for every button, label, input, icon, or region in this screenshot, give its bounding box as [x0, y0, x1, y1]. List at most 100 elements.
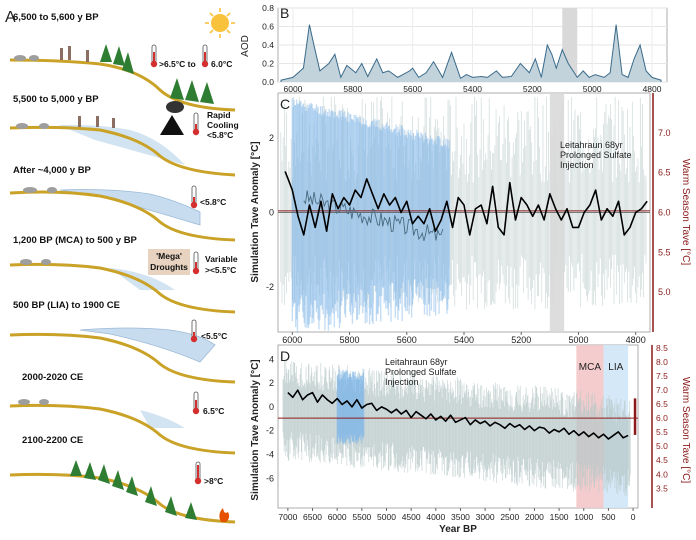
x-tick-label: 6000: [284, 84, 303, 94]
stage-4-temp: ><5.5°C: [205, 265, 236, 275]
x-tick-label: 4500: [402, 512, 421, 522]
x-tick-label: 6000: [328, 512, 347, 522]
panel-a-letter: A: [5, 9, 16, 26]
x-tick-label: 7000: [278, 512, 297, 522]
y2-tick-label: 8.5: [656, 343, 668, 353]
y2-tick-label: 5.5: [656, 427, 668, 437]
x-axis-label: Year BP: [439, 524, 477, 535]
y-tick-label: 2: [269, 378, 274, 388]
y2-tick-label: 6.5: [658, 168, 671, 178]
y-tick-label: 0.0: [262, 77, 274, 87]
x-tick-label: 1500: [550, 512, 569, 522]
aod-line: [280, 24, 662, 82]
aod-area: [280, 24, 662, 82]
x-tick-label: 6000: [282, 335, 302, 345]
annotation-line-3: Injection: [385, 377, 419, 387]
x-tick-label: 5500: [352, 512, 371, 522]
sun-icon: [205, 8, 235, 38]
smoothed-line: [287, 389, 629, 440]
x-tick-label: 5800: [340, 335, 360, 345]
panel-b-letter: B: [280, 5, 289, 21]
thermometer-icon: [190, 319, 198, 343]
panel-c-letter: C: [280, 96, 290, 112]
y-tick-label: 0.4: [262, 40, 274, 50]
y2-tick-label: 5.0: [658, 287, 671, 297]
y-tick-label: 0.6: [262, 22, 274, 32]
stage-5-title: 500 BP (LIA) to 1900 CE: [13, 300, 120, 311]
x-tick-label: 5400: [454, 335, 474, 345]
y-tick-label: -4: [266, 449, 274, 459]
thermometer-icon: [190, 185, 198, 209]
y-axis-label: AOD: [240, 35, 251, 57]
volcano-icon: [160, 101, 184, 135]
x-tick-label: 4800: [626, 335, 646, 345]
stage-4-landscape: [9, 259, 236, 314]
y-axis-label: Simulation Tave Anomaly [°C]: [250, 359, 261, 500]
annotation-line-3: Injection: [560, 160, 594, 170]
x-tick-label: 4000: [426, 512, 445, 522]
stage-4-badge-line1: 'Mega': [156, 251, 182, 261]
y2-tick-label: 4.0: [656, 469, 668, 479]
thermometer-icon: [150, 44, 158, 68]
y-tick-label: 0.2: [262, 59, 274, 69]
y2-tick-label: 3.5: [656, 483, 668, 493]
thermometer-icon: [192, 391, 200, 415]
y2-tick-label: 5.5: [658, 247, 671, 257]
stage-3-landscape: [9, 187, 236, 242]
stage-1-temp2: 6.0°C: [211, 59, 232, 69]
y2-tick-label: 6.0: [656, 413, 668, 423]
y-tick-label: -6: [266, 473, 274, 483]
stage-7-landscape: [9, 460, 236, 524]
x-tick-label: 5800: [343, 84, 362, 94]
x-tick-label: 5400: [463, 84, 482, 94]
y2-axis-label: Warm Season Tave [°C]: [680, 159, 691, 265]
stage-7-temp: >8°C: [204, 476, 223, 486]
x-tick-label: 5600: [397, 335, 417, 345]
stage-1-temp1: >6.5°C to: [159, 59, 196, 69]
y2-tick-label: 8.0: [656, 357, 668, 367]
y-tick-label: -2: [266, 426, 274, 436]
thermometer-icon: [192, 112, 200, 136]
y-tick-label: 0: [269, 402, 274, 412]
annotation-line-1: Leitahraun 68yr: [385, 357, 448, 367]
y-axis-label: Simulation Tave Anomaly [°C]: [250, 141, 261, 282]
stage-3-title: After ~4,000 y BP: [13, 165, 92, 176]
smoothed-line: [284, 171, 648, 236]
x-tick-label: 2000: [525, 512, 544, 522]
x-tick-label: 5600: [403, 84, 422, 94]
y-tick-label: -2: [266, 282, 274, 292]
y2-tick-label: 7.0: [658, 128, 671, 138]
stage-2-note-line2: Cooling: [207, 120, 239, 130]
stage-4-title: 1,200 BP (MCA) to 500 y BP: [13, 235, 138, 246]
x-tick-label: 5200: [511, 335, 531, 345]
y2-axis-label: Warm Season Tave [°C]: [680, 377, 691, 483]
y-tick-label: 4: [269, 354, 274, 364]
x-tick-label: 5000: [583, 84, 602, 94]
thermometer-icon: [201, 44, 209, 68]
x-tick-label: 6500: [303, 512, 322, 522]
stage-6-temp: 6.5°C: [203, 406, 224, 416]
y2-tick-label: 7.5: [656, 371, 668, 381]
x-tick-label: 5200: [523, 84, 542, 94]
y2-tick-label: 4.5: [656, 455, 668, 465]
stage-7-title: 2100-2200 CE: [22, 435, 83, 446]
stage-2-note-line1: Rapid: [207, 110, 231, 120]
panel-b-aod-chart: B AOD 0.8 0.6 0.4 0.2 0.0 6000 5800 5600 5400 5200 5…: [240, 3, 668, 94]
stage-6-landscape: [9, 399, 236, 455]
stage-1-title: 6,500 to 5,600 y BP: [13, 12, 99, 23]
mega-droughts-badge: [148, 249, 190, 275]
y2-tick-label: 7.0: [656, 385, 668, 395]
x-tick-label: 5000: [568, 335, 588, 345]
panel-d-letter: D: [280, 348, 290, 364]
panel-a-illustration: A 6,500 to 5,600 y BP: [5, 8, 239, 524]
x-tick-label: 5000: [377, 512, 396, 522]
band-label-mca: MCA: [579, 362, 602, 373]
y-tick-label: 0: [269, 208, 274, 218]
ensemble-mean-line: [303, 190, 444, 242]
annotation-line-2: Prolonged Sulfate: [560, 150, 632, 160]
stage-2-title: 5,500 to 5,000 y BP: [13, 94, 99, 105]
band-label-lia: LIA: [608, 362, 623, 373]
annotation-line-2: Prolonged Sulfate: [385, 367, 457, 377]
x-tick-label: 2500: [500, 512, 519, 522]
